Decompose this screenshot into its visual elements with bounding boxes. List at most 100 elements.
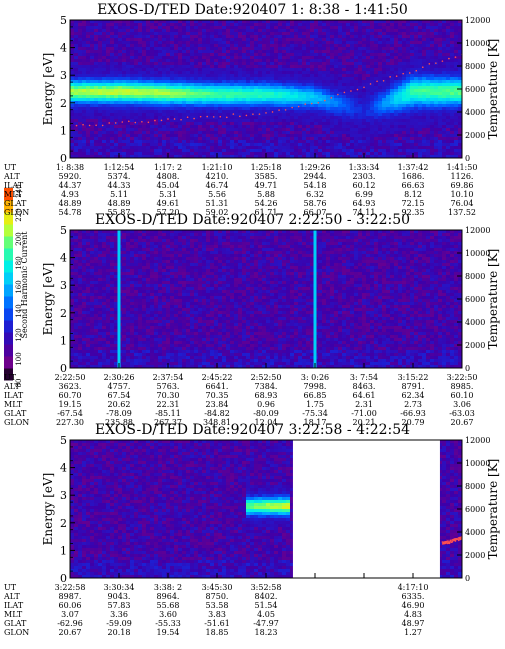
spectrogram-cell	[362, 119, 367, 123]
spectrogram-cell	[302, 89, 307, 93]
spectrogram-cell	[294, 23, 299, 27]
spectrogram-cell	[394, 71, 399, 75]
spectrogram-cell	[442, 77, 447, 81]
spectrogram-cell	[286, 23, 291, 27]
spectrogram-cell	[450, 38, 455, 42]
spectrogram-cell	[378, 65, 383, 69]
spectrogram-cell	[406, 137, 411, 141]
spectrogram-cell	[74, 101, 79, 105]
spectrogram-cell	[166, 98, 171, 102]
spectrogram-cell	[130, 80, 135, 84]
spectrogram-cell	[162, 101, 167, 105]
spectrogram-cell	[98, 134, 103, 138]
spectrogram-cell	[82, 260, 87, 264]
spectrogram-cell	[306, 119, 311, 123]
spectrogram-cell	[442, 38, 447, 42]
spectrogram-cell	[294, 110, 299, 114]
spectrogram-cell	[90, 275, 95, 279]
spectrogram-cell	[238, 50, 243, 54]
spectrogram-cell	[262, 116, 267, 120]
spectrogram-cell	[242, 113, 247, 117]
spectrogram-cell	[78, 89, 83, 93]
spectrogram-cell	[414, 122, 419, 126]
spectrogram-cell	[382, 20, 387, 24]
spectrogram-cell	[434, 47, 439, 51]
spectrogram-cell	[430, 119, 435, 123]
spectrogram-cell	[94, 116, 99, 120]
spectrogram-cell	[282, 47, 287, 51]
orbit-info-label: GLAT	[4, 199, 27, 208]
spectrogram-cell	[314, 62, 319, 66]
spectrogram-cell	[458, 95, 462, 99]
spectrogram-cell	[150, 146, 155, 150]
spectrogram-cell	[154, 149, 159, 153]
spectrogram-cell	[418, 47, 423, 51]
spectrogram-cell	[194, 107, 199, 111]
spectrogram-cell	[390, 143, 395, 147]
spectrogram-cell	[190, 83, 195, 87]
spectrogram-cell	[242, 83, 247, 87]
spectrogram-cell	[362, 32, 367, 36]
spectrogram-cell	[186, 50, 191, 54]
spectrogram-cell	[90, 116, 95, 120]
spectrogram-cell	[202, 128, 207, 132]
spectrogram-cell	[222, 134, 227, 138]
spectrogram-cell	[378, 56, 383, 60]
spectrogram-cell	[278, 107, 283, 111]
spectrogram-cell	[274, 29, 279, 33]
spectrogram-cell	[78, 287, 83, 291]
spectrogram-cell	[350, 137, 355, 141]
spectrogram-cell	[406, 47, 411, 51]
spectrogram-cell	[374, 50, 379, 54]
spectrogram-cell	[282, 134, 287, 138]
spectrogram-cell	[418, 23, 423, 27]
spectrogram-cell	[218, 92, 223, 96]
spectrogram-cell	[370, 59, 375, 63]
spectrogram-cell	[118, 98, 123, 102]
spectrogram-cell	[254, 140, 259, 144]
spectrogram-cell	[390, 32, 395, 36]
spectrogram-cell	[362, 122, 367, 126]
spectrogram-cell	[246, 122, 251, 126]
spectrogram-cell	[146, 65, 151, 69]
spectrogram-cell	[82, 278, 87, 282]
orbit-info-value: 6.32	[306, 190, 324, 199]
spectrogram-cell	[374, 20, 379, 24]
spectrogram-cell	[90, 77, 95, 81]
spectrogram-cell	[254, 38, 259, 42]
spectrogram-cell	[386, 146, 391, 150]
spectrogram-cell	[326, 101, 331, 105]
spectrogram-cell	[246, 149, 251, 153]
spectrogram-cell	[78, 320, 83, 324]
spectrogram-cell	[322, 119, 327, 123]
spectrogram-cell	[346, 116, 351, 120]
spectrogram-cell	[254, 50, 259, 54]
orbit-info-value: 49.61	[156, 199, 180, 208]
spectrogram-cell	[458, 32, 462, 36]
spectrogram-cell	[214, 110, 219, 114]
spectrogram-cell	[94, 251, 99, 255]
spectrogram-cell	[78, 41, 83, 45]
spectrogram-cell	[206, 53, 211, 57]
spectrogram-cell	[190, 143, 195, 147]
spectrogram-cell	[74, 110, 79, 114]
spectrogram-cell	[98, 20, 103, 24]
spectrogram-cell	[302, 155, 307, 158]
spectrogram-cell	[110, 68, 115, 72]
spectrogram-cell	[334, 131, 339, 135]
spectrogram-cell	[242, 155, 247, 158]
spectrogram-cell	[314, 29, 319, 33]
spectrogram-cell	[94, 236, 99, 240]
temperature-point	[330, 97, 333, 99]
spectrogram-cell	[146, 116, 151, 120]
spectrogram-cell	[274, 125, 279, 129]
spectrogram-cell	[298, 140, 303, 144]
spectrogram-cell	[330, 74, 335, 78]
spectrogram-cell	[410, 62, 415, 66]
spectrogram-cell	[98, 89, 103, 93]
spectrogram-cell	[330, 80, 335, 84]
spectrogram-cell	[258, 74, 263, 78]
spectrogram-cell	[422, 107, 427, 111]
spectrogram-cell	[294, 77, 299, 81]
spectrogram-cell	[358, 140, 363, 144]
